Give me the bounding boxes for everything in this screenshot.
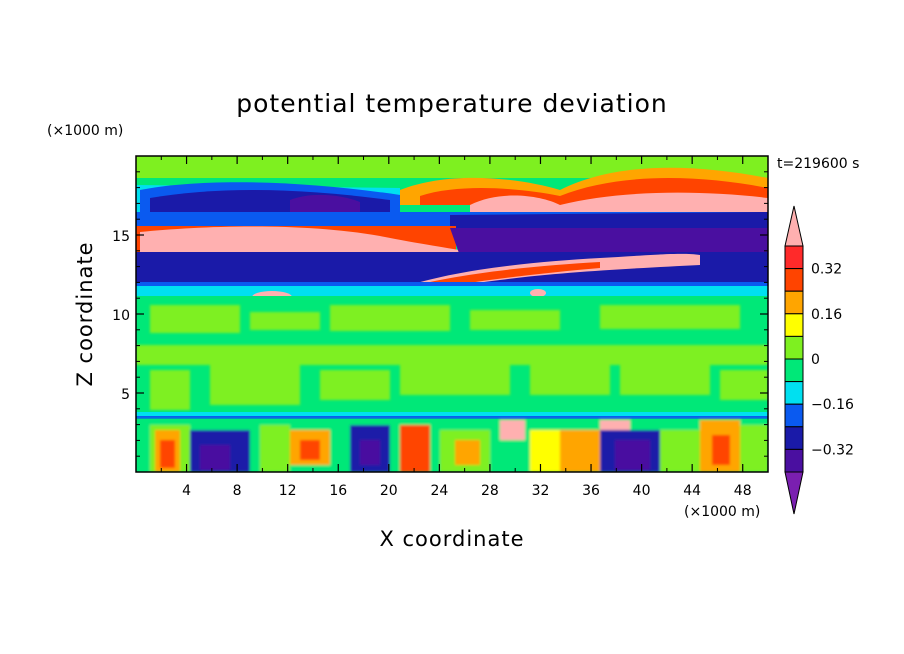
- y-axis-label: Z coordinate: [73, 241, 97, 386]
- x-ticks: 4 8 12 16 20 24 28 32 36 40 44 48: [160, 156, 752, 499]
- colorbar-bottom-arrow: [784, 471, 804, 515]
- band-cyan-lower: [136, 412, 768, 418]
- colorbar-segment: [784, 403, 804, 428]
- x-tick-label: 36: [582, 483, 600, 499]
- chart-title: potential temperature deviation: [236, 89, 667, 118]
- bottom-turbulence: [136, 419, 768, 472]
- colorbar-label: 0: [811, 352, 820, 368]
- band-top-green: [136, 156, 768, 178]
- colorbar-segment: [784, 358, 804, 383]
- y-unit-label: (×1000 m): [47, 123, 123, 139]
- colorbar-label: −0.32: [811, 442, 854, 458]
- time-label: t=219600 s: [777, 156, 859, 172]
- x-tick-label: 12: [279, 483, 297, 499]
- region-red-diagonal: [390, 262, 600, 296]
- colorbar-segment: [784, 335, 804, 360]
- region-upper-purple: [290, 194, 360, 212]
- mid-green-patches: [136, 305, 768, 410]
- y-tick-label: 10: [112, 308, 130, 324]
- y-tick-label: 5: [121, 387, 130, 403]
- region-navy-right: [450, 212, 768, 232]
- band-blue-lower: [136, 282, 768, 286]
- colorbar-segment: [784, 313, 804, 337]
- band-blue-lower-2: [136, 416, 768, 419]
- colorbar-label: −0.16: [811, 397, 854, 413]
- y-ticks: 5 10 15: [112, 171, 768, 457]
- x-unit-label: (×1000 m): [684, 504, 760, 520]
- x-tick-label: 48: [734, 483, 752, 499]
- region-pink-diagonal: [395, 253, 700, 294]
- colorbar-label: 0.32: [811, 262, 842, 278]
- colorbar-segment: [784, 426, 804, 450]
- colorbar-segment: [784, 381, 804, 405]
- plot-area: [136, 156, 768, 472]
- colorbar: [784, 205, 804, 515]
- colorbar-labels: 0.32 0.16 0 −0.16 −0.32: [811, 262, 854, 459]
- colorbar-label: 0.16: [811, 307, 842, 323]
- x-tick-label: 4: [182, 483, 191, 499]
- x-tick-label: 16: [329, 483, 347, 499]
- x-tick-label: 8: [233, 483, 242, 499]
- x-tick-label: 40: [633, 483, 651, 499]
- x-axis-label: X coordinate: [379, 527, 524, 551]
- x-tick-label: 24: [430, 483, 448, 499]
- colorbar-segment: [784, 245, 804, 270]
- band-cyan-2: [136, 296, 768, 306]
- colorbar-segment: [784, 290, 804, 315]
- x-tick-label: 28: [481, 483, 499, 499]
- colorbar-segment: [784, 268, 804, 292]
- blob-pink-mid: [530, 289, 546, 297]
- x-tick-label: 20: [380, 483, 398, 499]
- band-cyan: [136, 286, 768, 296]
- region-pink-left: [140, 226, 470, 252]
- x-tick-label: 44: [683, 483, 701, 499]
- region-upper-pink: [470, 192, 768, 212]
- x-tick-label: 32: [532, 483, 550, 499]
- colorbar-top-arrow: [784, 205, 804, 247]
- y-tick-label: 15: [112, 229, 130, 245]
- colorbar-segment: [784, 448, 804, 473]
